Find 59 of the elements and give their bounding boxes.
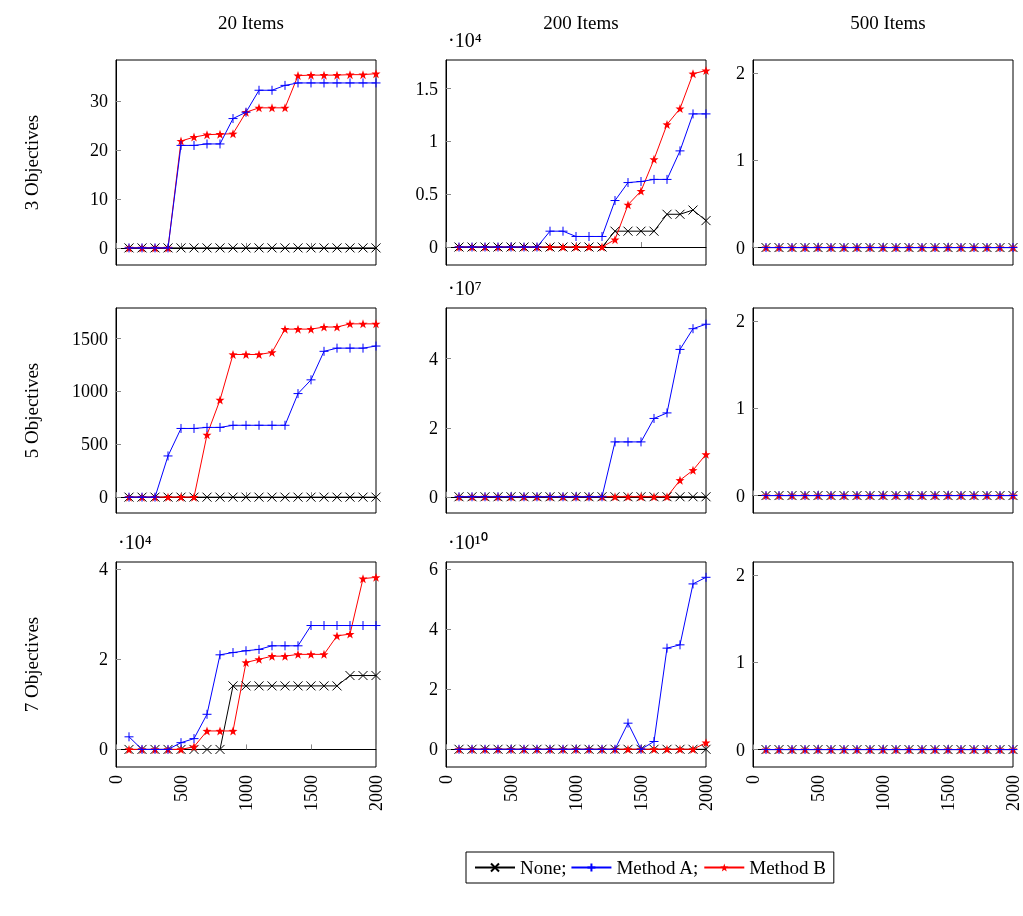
y-tick-label: 2 bbox=[429, 417, 438, 438]
text: ·10⁴ bbox=[118, 531, 152, 553]
x-tick-label: 2000 bbox=[1003, 775, 1023, 811]
y-tick-label: 0 bbox=[99, 739, 108, 760]
y-tick-label: 20 bbox=[90, 140, 108, 161]
y-tick-label: 2 bbox=[429, 679, 438, 700]
y-tick-label: 1.5 bbox=[415, 78, 438, 99]
y-tick-label: 0 bbox=[736, 237, 745, 258]
x-tick-label: 0 bbox=[743, 775, 763, 784]
text: ·10⁷ bbox=[448, 277, 482, 299]
legend-label: Method A; bbox=[616, 857, 699, 878]
x-tick-label: 1000 bbox=[566, 775, 586, 811]
y-tick-label: 10 bbox=[90, 189, 108, 210]
x-tick-label: 1500 bbox=[938, 775, 958, 811]
y-tick-label: 4 bbox=[99, 559, 108, 580]
y-tick-label: 500 bbox=[81, 434, 108, 455]
y-tick-label: 1 bbox=[736, 150, 745, 171]
chart-title: 20 Items bbox=[218, 12, 284, 33]
text: ·10⁴ bbox=[448, 29, 482, 51]
y-tick-label: 0 bbox=[99, 237, 108, 258]
y-tick-label: 2 bbox=[736, 565, 745, 586]
chart-title: 500 Items bbox=[850, 12, 926, 33]
y-tick-label: 1500 bbox=[72, 328, 108, 349]
y-tick-label: 0 bbox=[429, 486, 438, 507]
y-tick-label: 1 bbox=[736, 398, 745, 419]
y-tick-label: 2 bbox=[736, 311, 745, 332]
x-tick-label: 500 bbox=[171, 775, 191, 802]
y-axis-title: 7 Objectives bbox=[21, 616, 42, 713]
y-tick-label: 0 bbox=[429, 739, 438, 760]
x-tick-label: 1000 bbox=[873, 775, 893, 811]
x-tick-label: 2000 bbox=[366, 775, 386, 811]
y-tick-label: 6 bbox=[429, 559, 438, 580]
y-tick-label: 0 bbox=[736, 739, 745, 760]
x-tick-label: 0 bbox=[436, 775, 456, 784]
y-tick-label: 0 bbox=[736, 485, 745, 506]
y-axis-title: 3 Objectives bbox=[21, 114, 42, 211]
legend-label: Method B bbox=[749, 857, 826, 878]
x-tick-label: 1000 bbox=[236, 775, 256, 811]
x-tick-label: 1500 bbox=[301, 775, 321, 811]
legend-label: None; bbox=[520, 857, 567, 878]
y-tick-label: 1000 bbox=[72, 381, 108, 402]
chart-title: 200 Items bbox=[543, 12, 619, 33]
y-tick-label: 30 bbox=[90, 91, 108, 112]
y-tick-label: 2 bbox=[99, 649, 108, 670]
y-tick-label: 0.5 bbox=[415, 184, 438, 205]
y-tick-label: 2 bbox=[736, 63, 745, 84]
y-tick-label: 4 bbox=[429, 348, 438, 369]
y-tick-label: 4 bbox=[429, 619, 438, 640]
x-tick-label: 1500 bbox=[631, 775, 651, 811]
text: ·10¹⁰ bbox=[448, 531, 488, 553]
x-tick-label: 0 bbox=[106, 775, 126, 784]
x-tick-label: 500 bbox=[808, 775, 828, 802]
y-tick-label: 1 bbox=[736, 652, 745, 673]
y-tick-label: 1 bbox=[429, 131, 438, 152]
y-tick-label: 0 bbox=[99, 487, 108, 508]
x-tick-label: 500 bbox=[501, 775, 521, 802]
x-tick-label: 2000 bbox=[696, 775, 716, 811]
y-axis-title: 5 Objectives bbox=[21, 362, 42, 459]
y-tick-label: 0 bbox=[429, 237, 438, 258]
